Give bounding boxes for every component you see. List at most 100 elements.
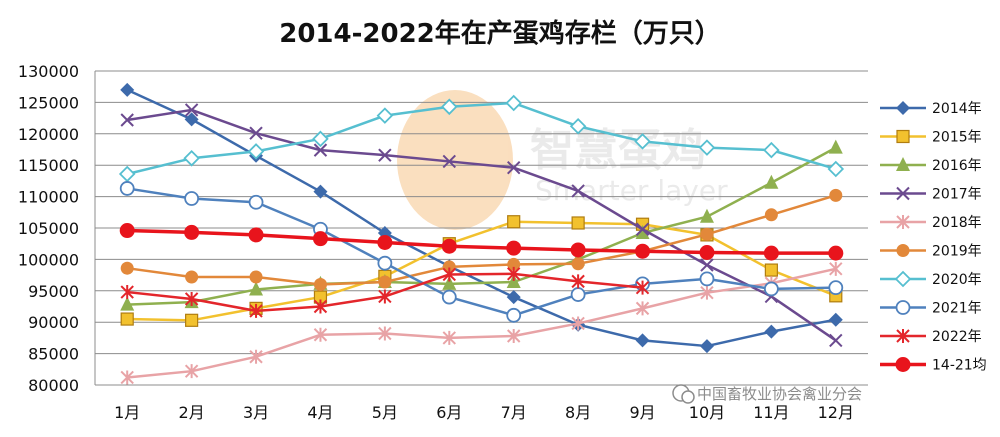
legend-swatch-marker	[896, 157, 910, 171]
data-point	[185, 270, 199, 284]
data-point	[184, 364, 199, 379]
y-tick-label: 125000	[18, 93, 79, 112]
series-line	[127, 187, 836, 317]
data-point	[569, 117, 587, 135]
legend-label: 2016年	[932, 158, 982, 174]
data-point	[120, 370, 134, 385]
data-point	[442, 275, 457, 290]
data-point	[634, 133, 651, 150]
legend-label: 2022年	[932, 329, 982, 345]
data-point	[313, 184, 328, 199]
y-tick-label: 90000	[28, 313, 79, 332]
data-point	[571, 274, 585, 289]
x-tick-label: 2月	[179, 403, 205, 422]
legend-swatch-marker	[894, 270, 912, 288]
data-point	[249, 126, 263, 140]
legend-label: 2021年	[932, 301, 982, 317]
y-tick-label: 85000	[28, 345, 79, 364]
data-point	[506, 307, 522, 323]
legend-swatch-marker	[896, 186, 910, 201]
y-tick-label: 120000	[18, 125, 79, 144]
legend-item: 2017年	[880, 187, 982, 203]
data-point	[120, 261, 134, 275]
data-point	[635, 280, 650, 295]
legend-swatch-marker	[896, 329, 910, 343]
data-point	[378, 326, 392, 341]
series-line	[127, 108, 837, 342]
data-point	[571, 257, 585, 271]
data-point	[506, 274, 521, 289]
data-point	[700, 227, 714, 241]
legend-item: 2015年	[880, 130, 982, 146]
data-point	[184, 112, 199, 127]
series-9	[120, 266, 650, 318]
data-point	[313, 278, 327, 292]
data-point	[570, 242, 586, 258]
data-point	[571, 216, 585, 230]
series-7	[118, 94, 845, 183]
data-point	[506, 240, 522, 256]
data-point	[312, 130, 329, 148]
series-6	[120, 188, 843, 292]
data-point	[313, 299, 328, 314]
data-point	[571, 184, 585, 198]
data-point	[700, 285, 714, 300]
data-point	[377, 255, 393, 271]
data-point	[247, 143, 265, 160]
data-point	[441, 289, 457, 305]
legend-label: 2020年	[932, 272, 982, 288]
legend-item: 2016年	[880, 157, 982, 174]
data-point	[763, 245, 779, 261]
data-point	[249, 303, 263, 318]
x-tick-label: 9月	[629, 403, 655, 422]
data-point	[184, 103, 199, 117]
data-point	[764, 208, 778, 222]
y-tick-label: 110000	[18, 188, 79, 207]
source-credit: 中国畜牧业协会禽业分会	[672, 384, 862, 404]
legend-item: 2018年	[880, 215, 982, 231]
data-point	[763, 281, 779, 297]
data-point	[635, 301, 650, 316]
watermark-en-text: Smarter layer	[535, 174, 728, 207]
legend-swatch-marker	[895, 357, 911, 372]
data-point	[378, 289, 392, 304]
data-point	[635, 243, 651, 259]
gridlines	[95, 70, 868, 386]
series-10	[119, 223, 844, 261]
data-point	[828, 245, 844, 261]
legend-label: 2018年	[932, 215, 982, 231]
data-point	[764, 174, 779, 189]
data-point	[507, 329, 521, 344]
plot-area	[118, 82, 845, 385]
data-point	[119, 223, 135, 239]
x-tick-label: 8月	[565, 403, 591, 422]
y-tick-label: 130000	[18, 62, 79, 81]
legend-item: 2020年	[880, 270, 982, 288]
data-point	[248, 227, 264, 243]
wechat-icon-inner	[681, 390, 695, 404]
legend: 2014年 2015年 2016年 2017年 2018年 2019年 2020年 2021年…	[880, 101, 987, 374]
y-axis: 80000 85000 90000 95000 100000 105000 110000 11…	[18, 62, 96, 395]
data-point	[764, 324, 779, 339]
data-point	[378, 148, 392, 162]
data-point	[249, 270, 263, 284]
series-line	[127, 228, 836, 255]
data-point	[120, 312, 134, 326]
data-point	[506, 290, 521, 305]
data-point	[184, 191, 200, 206]
data-point	[700, 258, 714, 272]
data-point	[183, 150, 200, 167]
data-point	[507, 215, 521, 229]
x-tick-label: 1月	[114, 403, 140, 422]
data-point	[313, 327, 328, 342]
data-point	[118, 165, 136, 183]
series-line	[126, 88, 837, 348]
data-point	[828, 312, 843, 327]
data-point	[829, 188, 843, 202]
data-point	[698, 139, 716, 156]
data-point	[507, 266, 521, 281]
data-point	[635, 225, 650, 240]
data-point	[699, 339, 714, 354]
